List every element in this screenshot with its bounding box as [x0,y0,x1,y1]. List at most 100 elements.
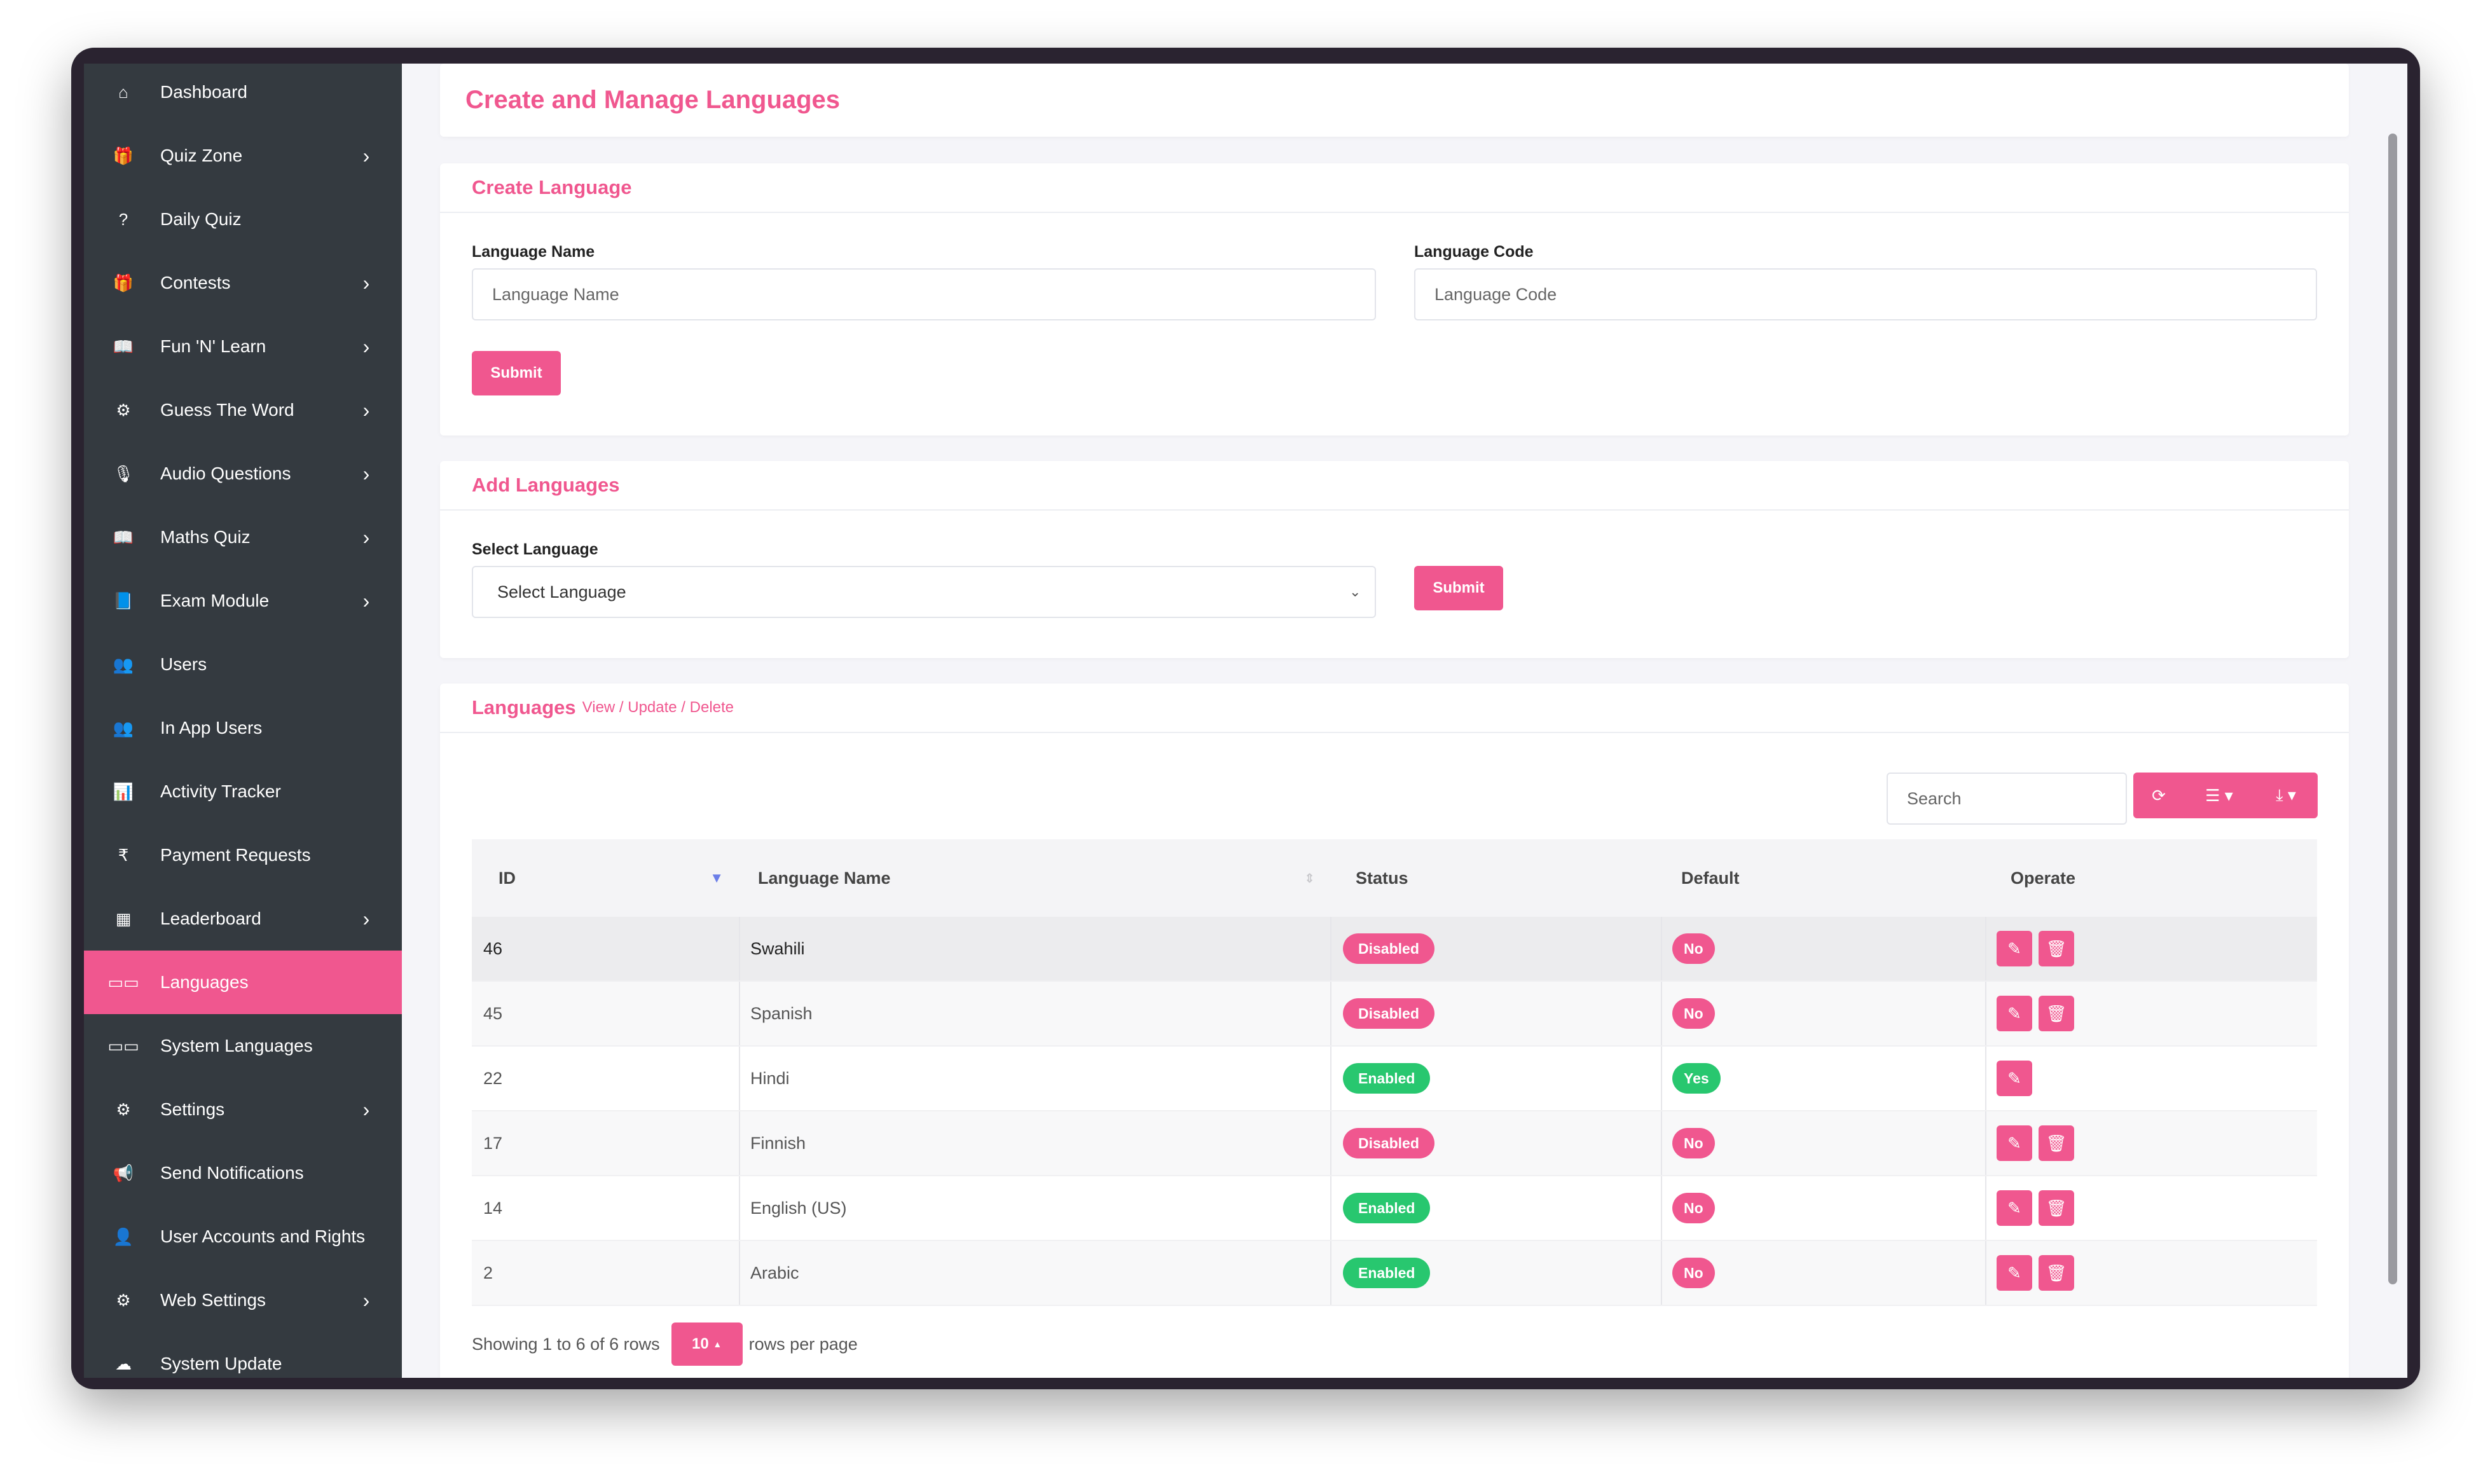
languages-table-header: Languages View / Update / Delete [440,684,2349,733]
refresh-icon[interactable]: ⟳ [2152,785,2166,805]
language-code-label: Language Code [1414,243,1534,261]
users-icon: 👥 [113,654,134,674]
sidebar-item-leaderboard[interactable]: ▦ Leaderboard › [84,887,402,951]
page-size-dropdown[interactable]: 10 ▲ [671,1323,743,1366]
edit-icon[interactable]: ✎ [1997,931,2032,966]
edit-icon[interactable]: ✎ [1997,996,2032,1031]
cell-operate: ✎ 🗑 [1985,1176,2317,1240]
status-badge: Enabled [1343,1193,1431,1223]
delete-icon[interactable]: 🗑 [2039,1125,2074,1161]
edit-icon[interactable]: ✎ [1997,1061,2032,1096]
sidebar-item-quiz-zone[interactable]: 🎁 Quiz Zone › [84,124,402,188]
cell-default: Yes [1661,1047,1985,1110]
delete-icon[interactable]: 🗑 [2039,931,2074,966]
sidebar-item-label: Guess The Word [160,400,294,420]
chart-icon: 📊 [113,781,134,801]
sidebar-item-payment-requests[interactable]: ₹ Payment Requests [84,823,402,887]
delete-icon[interactable]: 🗑 [2039,996,2074,1031]
microphone-icon: 🎙 [113,464,134,483]
device-frame: ⌂ Dashboard 🎁 Quiz Zone ›? Daily Quiz 🎁 Contest… [71,48,2420,1389]
delete-icon[interactable]: 🗑 [2039,1255,2074,1291]
table-toolbar: ⟳ ☰ ▾ ⤓ ▾ [2133,773,2318,818]
cell-operate: ✎ 🗑 [1985,982,2317,1045]
cell-language-name: Finnish [739,1111,1330,1175]
cell-default: No [1661,982,1985,1045]
sidebar-item-web-settings[interactable]: ⚙ Web Settings › [84,1268,402,1332]
sidebar-item-label: Audio Questions [160,464,291,483]
sidebar-item-user-accounts-and-rights[interactable]: 👤 User Accounts and Rights [84,1205,402,1268]
sidebar-item-activity-tracker[interactable]: 📊 Activity Tracker [84,760,402,823]
select-language-label: Select Language [472,540,598,558]
sidebar-item-daily-quiz[interactable]: ? Daily Quiz [84,188,402,251]
column-header-language-name[interactable]: Language Name ⇕ [758,868,1315,888]
sidebar-item-send-notifications[interactable]: 📢 Send Notifications [84,1141,402,1205]
sidebar-item-dashboard[interactable]: ⌂ Dashboard [84,64,402,124]
page-scrollbar[interactable] [2388,134,2397,1284]
sidebar-item-label: System Update [160,1354,282,1373]
sidebar-item-fun-n-learn[interactable]: 📖 Fun 'N' Learn › [84,315,402,378]
create-language-submit-button[interactable]: Submit [472,351,561,395]
table-search-input[interactable]: Search [1887,773,2127,825]
add-languages-card: Add Languages Select Language Select Lan… [440,461,2349,658]
add-languages-submit-button[interactable]: Submit [1414,566,1503,610]
app-screen: ⌂ Dashboard 🎁 Quiz Zone ›? Daily Quiz 🎁 Contest… [84,64,2407,1378]
export-download-icon[interactable]: ⤓ ▾ [2276,785,2296,804]
language-name-input[interactable]: Language Name [472,268,1376,320]
chevron-right-icon: › [362,334,370,358]
chevron-down-icon: ⌄ [1349,584,1361,600]
cell-operate: ✎ [1985,1047,2317,1110]
sidebar-item-system-update[interactable]: ☁ System Update [84,1332,402,1378]
create-language-heading: Create Language [472,176,632,198]
page-title-card: Create and Manage Languages [440,64,2349,137]
table-row: 17 Finnish Disabled No ✎ 🗑 [472,1111,2317,1176]
cell-default: No [1661,1241,1985,1305]
sidebar-item-label: Exam Module [160,591,270,610]
language-code-input[interactable]: Language Code [1414,268,2317,320]
sidebar-item-guess-the-word[interactable]: ⚙ Guess The Word › [84,378,402,442]
create-language-header: Create Language [440,163,2349,213]
chevron-right-icon: › [362,398,370,422]
chevron-right-icon: › [362,462,370,485]
column-header-default: Default [1681,868,1740,888]
cell-status: Disabled [1330,1111,1661,1175]
sidebar-item-label: Languages [160,972,249,992]
sidebar-item-maths-quiz[interactable]: 📖 Maths Quiz › [84,505,402,569]
edit-icon[interactable]: ✎ [1997,1125,2032,1161]
sidebar-item-contests[interactable]: 🎁 Contests › [84,251,402,315]
status-badge: Enabled [1343,1258,1431,1288]
edit-icon[interactable]: ✎ [1997,1255,2032,1291]
cloud-upload-icon: ☁ [115,1354,132,1373]
gift-icon: 🎁 [113,146,134,165]
default-badge: No [1672,933,1715,964]
select-language-dropdown[interactable]: Select Language ⌄ [472,566,1376,618]
columns-toggle-icon[interactable]: ☰ ▾ [2205,785,2233,805]
sidebar-item-languages[interactable]: ▭▭ Languages [84,951,402,1014]
sidebar-item-label: Activity Tracker [160,781,281,801]
column-header-operate: Operate [2011,868,2076,888]
delete-icon[interactable]: 🗑 [2039,1190,2074,1226]
sidebar-item-audio-questions[interactable]: 🎙 Audio Questions › [84,442,402,505]
add-languages-heading: Add Languages [472,474,620,496]
table-search-placeholder: Search [1907,788,1962,808]
sidebar-item-system-languages[interactable]: ▭▭ System Languages [84,1014,402,1078]
sidebar-item-in-app-users[interactable]: 👥 In App Users [84,696,402,760]
users-icon: 👥 [113,718,134,738]
sidebar-item-label: Leaderboard [160,909,261,928]
column-header-id[interactable]: ID ▼ [499,868,724,888]
rupee-icon: ₹ [118,845,129,865]
cog-icon: ⚙ [116,400,131,420]
sort-desc-icon: ▼ [710,870,724,886]
cell-operate: ✎ 🗑 [1985,1241,2317,1305]
column-header-status: Status [1356,868,1408,888]
sidebar-item-settings[interactable]: ⚙ Settings › [84,1078,402,1141]
table-row: 14 English (US) Enabled No ✎ 🗑 [472,1176,2317,1241]
book-closed-icon: 📘 [113,591,134,610]
sidebar-item-label: Maths Quiz [160,527,251,547]
cell-id: 22 [483,1068,503,1088]
status-badge: Disabled [1343,998,1434,1029]
sidebar-item-exam-module[interactable]: 📘 Exam Module › [84,569,402,633]
cell-language-name: Swahili [739,917,1330,980]
cell-language-name: Spanish [739,982,1330,1045]
edit-icon[interactable]: ✎ [1997,1190,2032,1226]
sidebar-item-users[interactable]: 👥 Users [84,633,402,696]
